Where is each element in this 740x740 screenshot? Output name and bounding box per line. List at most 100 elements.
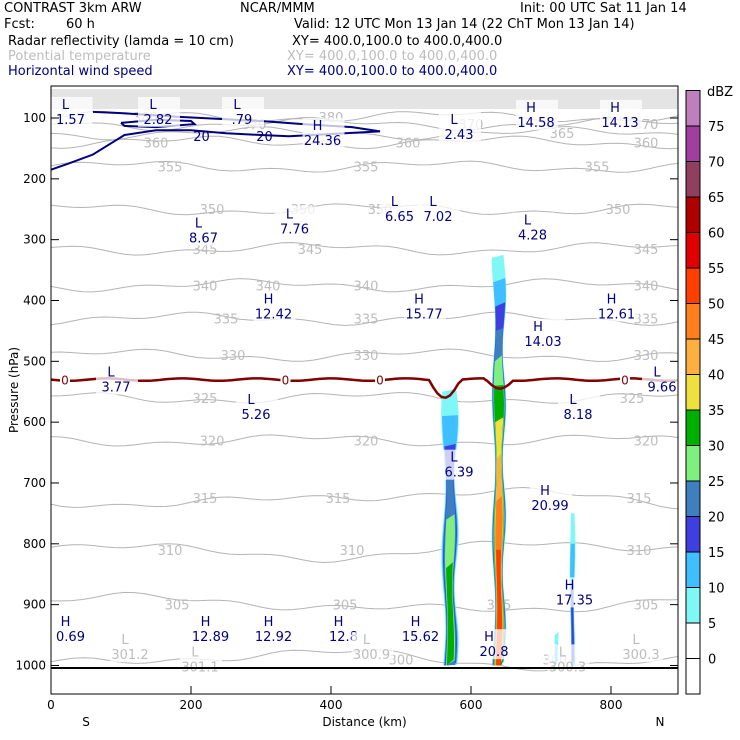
y-tick-label: 1000 [15,658,46,672]
colorbar-label: 65 [708,191,725,206]
theta-contour [51,434,678,447]
wind-extremum-bg [50,96,93,127]
colorbar-label: 0 [708,653,716,668]
colorbar-label: 30 [708,440,725,455]
wind-extremum-marker: H [540,484,550,499]
theta-label: 345 [634,243,659,258]
theta-contour [51,348,678,362]
freezing-label: 0 [61,374,69,388]
wind-extremum-marker: L [286,207,294,222]
colorbar-swatch [685,622,701,659]
colorbar-label: 45 [708,333,725,348]
wind-extremum-value: 12.8 [329,630,358,645]
colorbar-swatch [685,303,701,340]
wind-extremum-marker: L [569,393,577,408]
wind-extremum-value: 12.92 [255,630,292,645]
wind-extremum-value: 2.43 [445,128,474,143]
x-tick-label: 600 [460,698,483,712]
wind-extremum-bg [418,194,460,225]
colorbar-label: 70 [708,156,725,171]
wind-extremum-value: 20.8 [480,645,509,660]
wind-extremum-value: 8.67 [189,231,218,246]
wind-extremum-marker: H [533,320,543,335]
theta-label: 330 [354,349,379,364]
theta-label: 360 [144,136,169,151]
wind-extremum-bg [439,449,481,480]
echo-band [446,562,454,666]
freezing-label: 0 [282,374,290,388]
theta-label: 345 [298,243,323,258]
theta-extremum-value: 300.9 [353,648,390,663]
wind-extremum-value: 5.26 [242,408,271,423]
wind-extremum-bg [554,577,597,608]
theta-label: 305 [333,599,358,614]
wind-extremum-marker: H [526,101,536,116]
theta-label: 310 [340,544,365,559]
theta-extremum-value: 301.2 [111,648,148,663]
wind-extremum-bg [596,291,639,322]
org-label: NCAR/MMM [240,1,315,16]
wind-extremum-marker: H [411,615,421,630]
wind-extremum-value: 15.62 [402,630,439,645]
theta-contour [51,540,678,564]
theta-contour [51,591,678,613]
wind-extremum-value: 12.89 [192,630,229,645]
theta-label: 320 [200,434,225,449]
wind-extremum-marker: L [429,195,437,210]
wind-contour-label: 20 [193,130,210,145]
wind-extremum-marker: H [264,615,274,630]
wind-extremum-bg [50,613,93,644]
wind-extremum-marker: L [195,216,203,231]
wind-extremum-bg [439,112,481,143]
colorbar-swatch [685,374,701,411]
theta-label: 345 [193,243,218,258]
theta-label: 340 [354,279,379,294]
wind-extremum-bg [253,613,296,644]
wind-extremum-value: 20.99 [531,499,568,514]
colorbar-label: 75 [708,120,725,135]
theta-label: 360 [396,136,421,151]
y-tick-label: 900 [23,598,46,612]
theta-label: 330 [634,349,659,364]
theta-extremum-bg [110,632,152,663]
wind-extremum-bg [400,613,443,644]
theta-contour [51,278,678,293]
wind-extremum-bg [302,118,345,149]
colorbar-swatch [685,161,701,198]
x-tick-label: 400 [320,698,343,712]
wind-extremum-value: 8.18 [564,408,593,423]
wind-extremum-value: 14.13 [601,116,638,131]
theta-contour [51,203,678,216]
wind-extremum-bg [274,206,317,237]
theta-extremum-marker: L [191,645,199,660]
fcst-value: 60 h [66,17,95,32]
colorbar-label: 55 [708,262,725,277]
freezing-level: 0 0 0 0 [51,372,678,400]
colorbar-label: 35 [708,404,725,419]
colorbar-label: 25 [708,475,725,490]
theta-label: 300 [389,653,414,668]
wind-extremum-value: 15.77 [405,308,442,323]
theta-contour [51,486,678,510]
wind-extremum-value: 6.65 [385,210,414,225]
theta-contour [51,311,678,326]
wind-extremum-marker: L [247,393,255,408]
wind-extremum-marker: H [313,119,323,134]
theta-label: 310 [158,544,183,559]
theta-label: 315 [193,492,218,507]
theta-contour [51,160,678,173]
wind-extremum-marker: H [414,293,424,308]
wind-extremum-value: 17.35 [556,593,593,608]
y-tick-label: 800 [23,537,46,551]
wind-extremum-marker: H [607,293,617,308]
freezing-label-bg [620,372,630,386]
colorbar: dBZ 0 5 10 15 20 25 30 35 40 45 50 55 60 65 70 75 [685,85,733,695]
wind-extremum-bg [516,99,558,130]
y-tick-label: 200 [23,172,46,186]
wind-extremum-bg [183,215,226,246]
wind-extremum-value: 12.61 [598,308,635,323]
x-tick-label: 0 [47,698,55,712]
wind-extremum-bg [222,96,264,127]
wind-extremum-marker: L [149,98,157,113]
